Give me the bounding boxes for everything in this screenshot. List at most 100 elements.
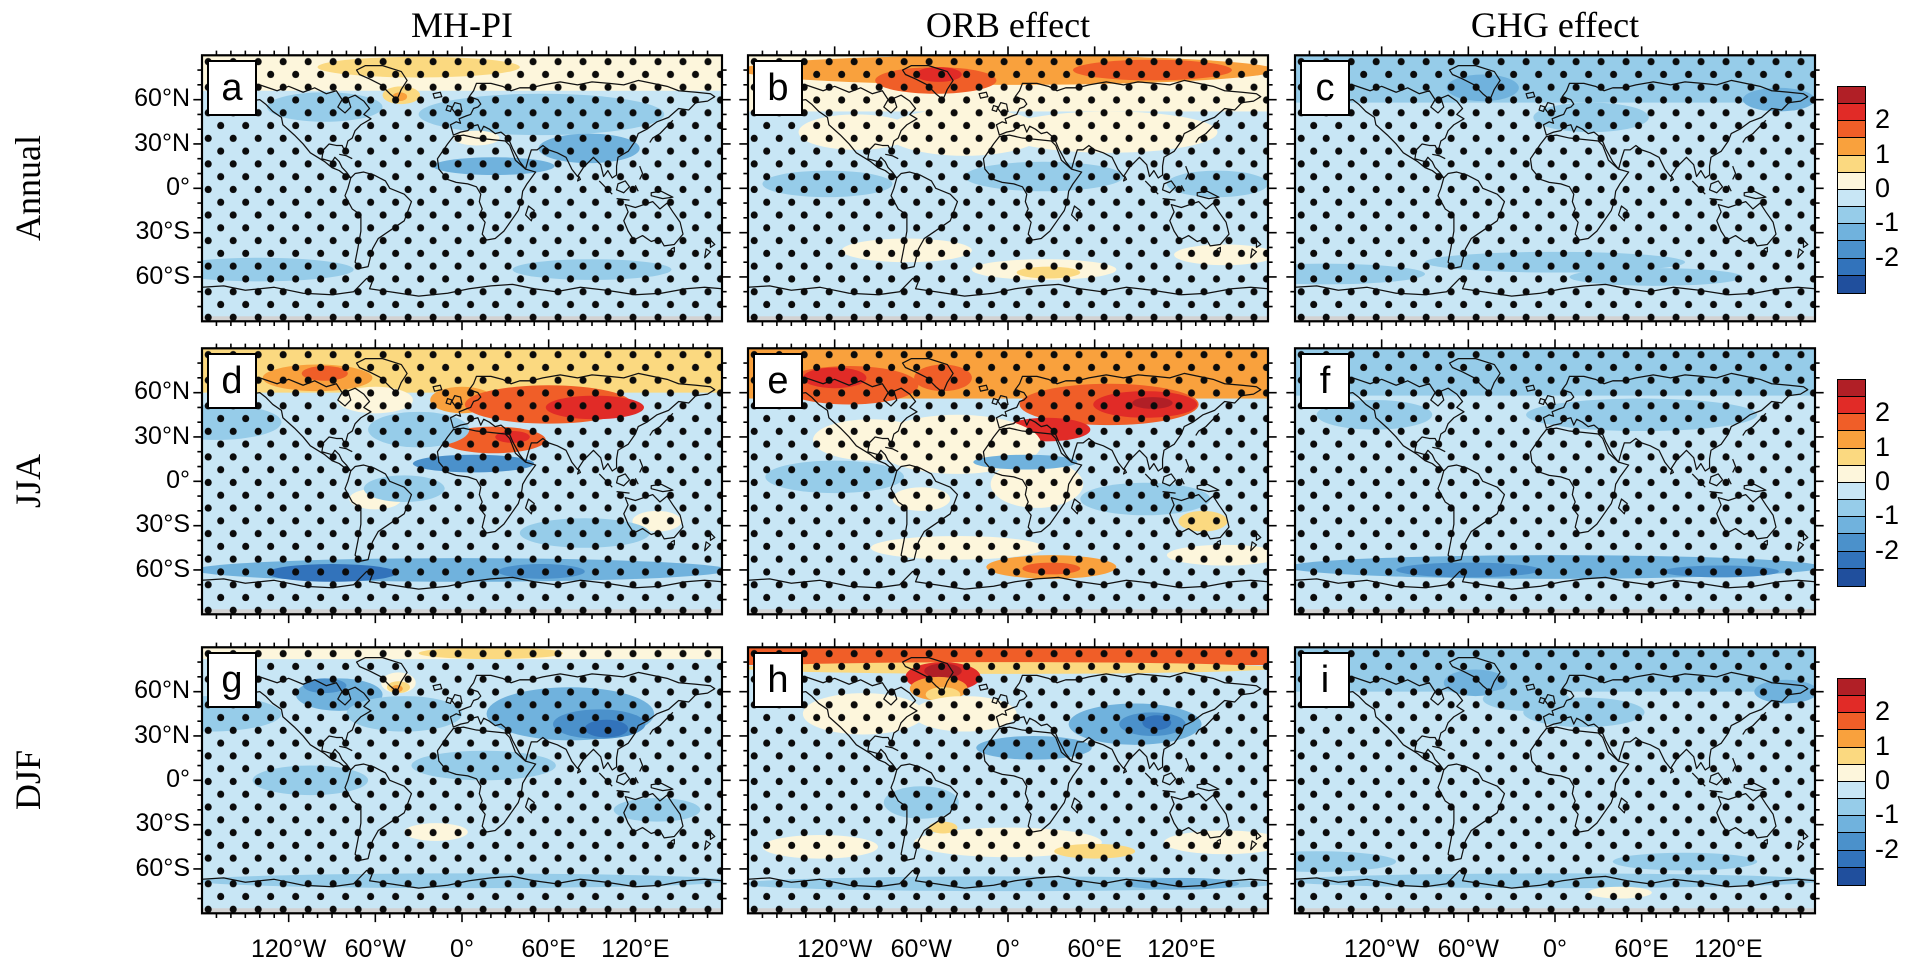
colorbar-cell [1838,121,1865,139]
colorbar-tick-label: 2 [1875,696,1891,727]
colorbar-cell [1838,189,1865,208]
panel-letter-f: f [1300,353,1350,409]
colorbar-tick-label: 2 [1875,397,1891,428]
colorbar-cell [1838,224,1865,242]
panel-d-map [193,339,731,623]
map-frame [1293,53,1817,323]
x-tick-label: 0° [1543,935,1567,963]
x-tick-label: 120°W [251,935,327,963]
colorbar-tick-label: -1 [1875,207,1900,238]
x-tick-label: 60°E [521,935,576,963]
panel-letter-e: e [753,353,803,409]
map-frame [1293,346,1817,616]
panel-letter-b: b [753,60,803,116]
panel-a: a [193,46,731,330]
colorbar-cell [1838,799,1865,817]
row-label-djf-wrap: DJF [2,647,54,913]
y-tick-label: 30°N [134,720,190,749]
y-tick-label: 60°N [134,84,190,113]
panel-g: g [193,638,731,922]
panel-f-map [1286,339,1824,623]
y-tick-label: 0° [166,466,190,494]
panel-e-map [739,339,1277,623]
colorbar-cell [1838,155,1865,173]
colorbar-tick-label: 0 [1875,765,1891,795]
stipple-dots [748,348,1268,614]
panel-letter-d: d [207,353,257,409]
colorbar-cell [1838,867,1865,885]
stipple-dots [748,55,1268,321]
y-tick-label: 30°N [134,128,190,157]
colorbar-cell [1838,730,1865,748]
column-title-mh-pi: MH-PI [410,5,513,45]
x-tick-label: 120°E [1694,935,1763,963]
row-label-djf: DJF [8,749,48,811]
panel-letter-g: g [207,652,257,708]
colorbar-cell [1838,414,1865,432]
colorbar-row-1 [1837,379,1866,587]
axis-ticks [193,638,731,922]
colorbar-tick-label: 1 [1875,730,1891,761]
x-tick-label: 120°W [1344,935,1420,963]
colorbar-tick-label: -2 [1875,534,1900,565]
map-frame [200,346,724,616]
row-label-annual: Annual [8,135,49,241]
colorbar-tick-label: -2 [1875,833,1900,864]
colorbar-cell [1838,679,1865,697]
colorbar-tick-label: -2 [1875,241,1900,272]
axis-ticks [739,339,1277,623]
colorbar-row-0 [1837,86,1866,294]
panel-i-map [1286,638,1824,922]
colorbar-cell [1838,534,1865,552]
axis-ticks [193,46,731,330]
map-frame [200,53,724,323]
colorbar-tick-label: 1 [1875,138,1891,169]
colorbar-cell [1838,833,1865,851]
colorbar-cell [1838,104,1865,122]
x-tick-label: 120°W [797,935,873,963]
colorbar-cell [1838,568,1865,586]
colorbar-cell [1838,482,1865,501]
colorbar-cell [1838,696,1865,714]
stipple-dots [1295,647,1815,913]
map-frame [746,645,1270,915]
axis-ticks [739,46,1277,330]
x-tick-label: 0° [450,935,474,963]
panel-b: b [739,46,1277,330]
colorbar-cell [1838,850,1865,868]
panel-c-map [1286,46,1824,330]
panel-letter-c: c [1300,60,1350,116]
colorbar-cell [1838,551,1865,569]
stipple-dots [202,348,722,614]
x-tick-label: 120°E [601,935,670,963]
row-label-jja: JJA [8,453,48,509]
stipple-dots [1295,348,1815,614]
colorbar-tick-label: 0 [1875,173,1891,203]
colorbar-cell [1838,816,1865,834]
colorbar-cell [1838,275,1865,293]
colorbar-cell [1838,517,1865,535]
panel-letter-i: i [1300,652,1350,708]
panel-letter-h: h [753,652,803,708]
colorbar-cell [1838,138,1865,156]
colorbar-row-2 [1837,678,1866,886]
panel-f: f [1286,339,1824,623]
stipple-dots [202,55,722,321]
colorbar-cell [1838,172,1865,190]
y-tick-label: 60°S [135,554,190,583]
x-tick-label: 0° [996,935,1020,963]
panel-g-map [193,638,731,922]
row-label-jja-wrap: JJA [2,348,54,614]
colorbar-cell [1838,713,1865,731]
map-frame [1293,645,1817,915]
y-tick-label: 30°S [135,217,190,246]
x-tick-label: 60°E [1067,935,1122,963]
map-frame [746,53,1270,323]
colorbar-cell [1838,258,1865,276]
colorbar-cell [1838,465,1865,483]
panel-h: h [739,638,1277,922]
y-tick-label: 60°N [134,377,190,406]
panel-d: d [193,339,731,623]
colorbar-tick-label: 1 [1875,431,1891,462]
colorbar-cell [1838,207,1865,225]
